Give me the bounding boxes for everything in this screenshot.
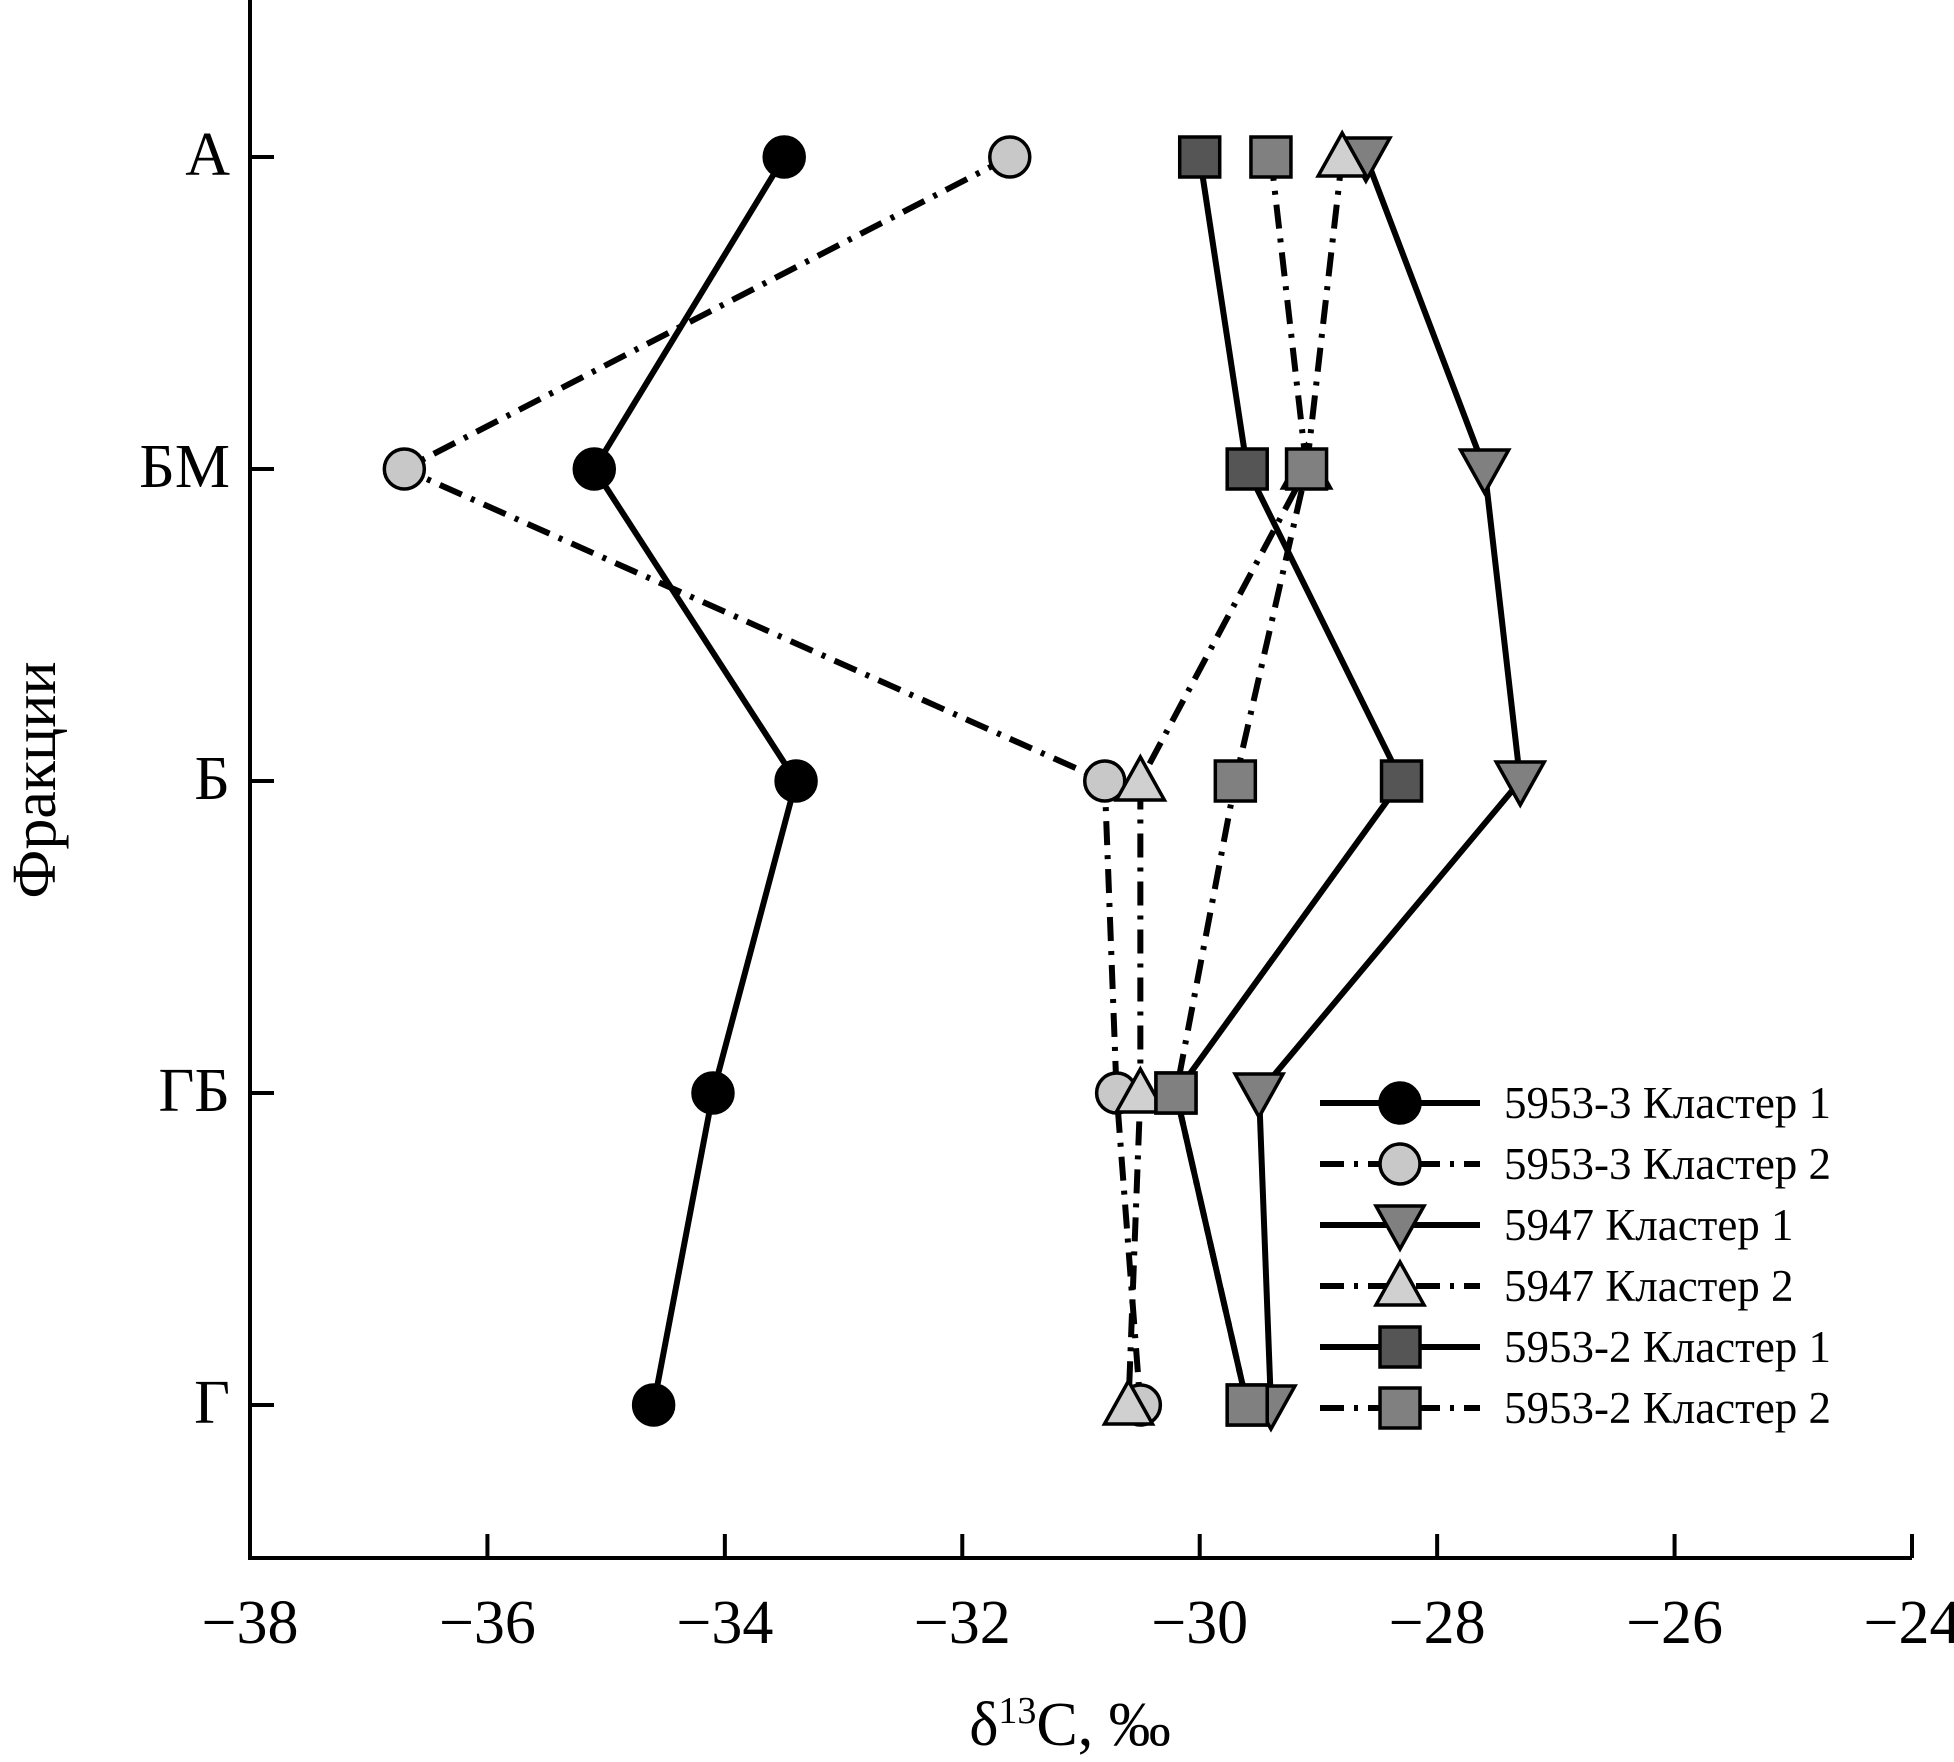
data-point xyxy=(774,759,818,803)
data-point xyxy=(572,447,617,491)
data-point xyxy=(1113,753,1168,802)
data-point xyxy=(1457,448,1512,497)
legend-label: 5953-2 Кластер 2 xyxy=(1504,1383,1831,1433)
data-point xyxy=(988,135,1032,179)
x-tick-label: −36 xyxy=(439,1589,536,1657)
series-5 xyxy=(1154,135,1424,1427)
series-line xyxy=(1172,156,1405,1406)
series-line xyxy=(591,155,800,1406)
data-point xyxy=(691,1071,735,1115)
data-point xyxy=(1249,135,1293,179)
legend-marker xyxy=(1378,1081,1422,1125)
data-point xyxy=(631,1383,676,1427)
series-2 xyxy=(382,135,1163,1427)
legend-marker xyxy=(1378,1142,1422,1186)
data-point xyxy=(1225,447,1269,491)
legend-label: 5947 Кластер 2 xyxy=(1504,1261,1794,1311)
x-tick-label: −24 xyxy=(1864,1589,1954,1657)
legend-entry-1: 5953-3 Кластер 1 xyxy=(1320,1078,1831,1128)
x-tick-label: −28 xyxy=(1389,1589,1486,1657)
legend-marker xyxy=(1373,1204,1427,1253)
x-axis-title-prefix: δ xyxy=(969,1691,998,1759)
legend-marker xyxy=(1378,1325,1422,1369)
legend-entry-6: 5953-2 Кластер 2 xyxy=(1320,1383,1831,1433)
data-point xyxy=(1493,760,1548,809)
legend-label: 5953-3 Кластер 2 xyxy=(1504,1139,1831,1189)
legend-marker xyxy=(1373,1258,1427,1307)
y-tick-label: БМ xyxy=(139,433,230,501)
legend-label: 5953-2 Кластер 1 xyxy=(1504,1322,1831,1372)
x-axis-title: δ13C, ‰ xyxy=(969,1690,1171,1759)
series-6 xyxy=(1154,135,1329,1427)
legend-marker xyxy=(1378,1386,1422,1430)
data-point xyxy=(1113,1065,1168,1114)
series-line xyxy=(401,154,1144,1406)
legend: 5953-3 Кластер 1 5953-3 Кластер 2 5947 Кла… xyxy=(1320,1078,1831,1433)
data-point xyxy=(1315,129,1370,178)
data-point xyxy=(1213,759,1258,803)
x-tick-label: −30 xyxy=(1151,1589,1248,1657)
series-line xyxy=(1125,156,1346,1406)
data-point xyxy=(382,447,427,491)
legend-entry-5: 5953-2 Кластер 1 xyxy=(1320,1322,1831,1372)
data-point xyxy=(1232,1072,1287,1121)
x-tick-label: −38 xyxy=(202,1589,299,1657)
legend-label: 5953-3 Кластер 1 xyxy=(1504,1078,1831,1128)
x-tick-label: −32 xyxy=(914,1589,1011,1657)
x-tick-label: −34 xyxy=(676,1589,773,1657)
y-tick-label: А xyxy=(185,121,230,189)
y-tick-label: Г xyxy=(194,1369,230,1437)
data-point xyxy=(1082,759,1127,803)
x-tick-label: −26 xyxy=(1626,1589,1723,1657)
x-axis-title-sup: 13 xyxy=(998,1690,1036,1732)
legend-entry-3: 5947 Кластер 1 xyxy=(1320,1200,1794,1253)
axes: −38 −36 −34 −32 −30 −28 −26 −24 А БМ Б ГБ Г xyxy=(139,0,1954,1657)
legend-entry-2: 5953-3 Кластер 2 xyxy=(1320,1139,1831,1189)
y-tick-label: ГБ xyxy=(159,1057,230,1125)
y-axis-title: Фракции xyxy=(1,661,69,898)
data-point xyxy=(1284,447,1329,491)
data-point xyxy=(1379,759,1424,803)
legend-label: 5947 Кластер 1 xyxy=(1504,1200,1794,1250)
data-point xyxy=(762,135,806,179)
data-point xyxy=(1225,1383,1269,1427)
data-point xyxy=(1177,135,1222,179)
data-point xyxy=(1154,1071,1198,1115)
data-point xyxy=(1101,1377,1156,1426)
y-tick-label: Б xyxy=(194,745,230,813)
series-layer xyxy=(382,129,1548,1433)
x-axis-title-suffix: C, ‰ xyxy=(1036,1691,1170,1759)
series-1 xyxy=(572,135,818,1427)
legend-entry-4: 5947 Кластер 2 xyxy=(1320,1258,1794,1311)
